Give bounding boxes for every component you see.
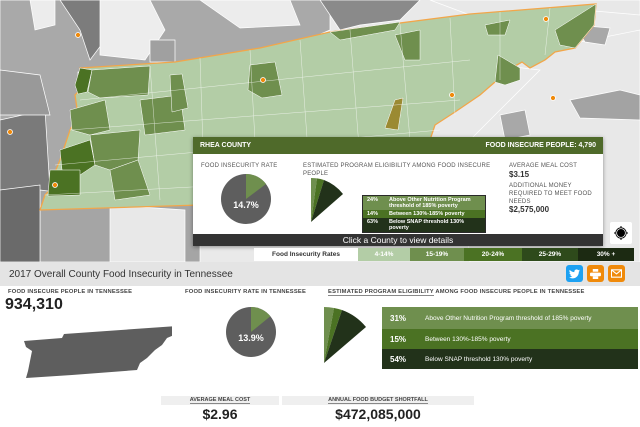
svg-text:14.7%: 14.7%	[233, 200, 259, 210]
state-people-label: FOOD INSECURE PEOPLE IN TENNESSEE	[8, 289, 133, 295]
print-button[interactable]	[587, 265, 604, 282]
county-additional: $2,575,000	[509, 205, 550, 214]
county-meal-cost: $3.15	[509, 170, 530, 179]
county-meal-cost-label: AVERAGE MEAL COST	[509, 163, 578, 169]
state-rate-pie: 13.9%	[226, 307, 276, 357]
twitter-button[interactable]	[566, 265, 583, 282]
eligibility-row: 54% Below SNAP threshold 130% poverty	[382, 349, 638, 369]
county-name: RHEA COUNTY	[200, 142, 252, 149]
state-eligibility-pie	[324, 307, 366, 363]
state-shortfall-label: ANNUAL FOOD BUDGET SHORTFALL	[282, 396, 474, 405]
legend-item: 4-14%	[358, 248, 410, 261]
svg-text:13.9%: 13.9%	[238, 333, 264, 343]
tennessee-shape	[24, 326, 172, 378]
print-icon	[590, 268, 601, 279]
legend-item: 20-24%	[464, 248, 522, 261]
popup-footer: Click a County to view details	[193, 234, 603, 246]
state-people-value: 934,310	[5, 296, 63, 313]
county-people: FOOD INSECURE PEOPLE: 4,790	[485, 142, 596, 149]
county-eligibility-pie	[311, 178, 343, 222]
county-additional-label: ADDITIONAL MONEY REQUIRED TO MEET FOOD N…	[509, 183, 592, 205]
county-eligibility-table: 24% Above Other Nutrition Program thresho…	[362, 195, 486, 233]
crosshair-icon	[614, 226, 628, 240]
state-rate-label: FOOD INSECURITY RATE IN TENNESSEE	[185, 289, 307, 295]
state-meal-cost-value: $2.96	[202, 406, 238, 422]
legend-item: 25-29%	[522, 248, 578, 261]
legend-title: Food Insecurity Rates	[254, 248, 358, 261]
state-shortfall-value: $472,085,000	[335, 406, 421, 422]
state-meal-cost-label: AVERAGE MEAL COST	[161, 396, 279, 405]
county-popup: RHEA COUNTY FOOD INSECURE PEOPLE: 4,790 …	[193, 137, 603, 246]
eligibility-row: 15% Between 130%-185% poverty	[382, 329, 638, 349]
state-eligibility-table: 31% Above Other Nutrition Program thresho…	[382, 307, 638, 369]
page-title: 2017 Overall County Food Insecurity in T…	[0, 262, 640, 286]
legend-item: 30% +	[578, 248, 634, 261]
legend: Food Insecurity Rates 4-14% 15-19% 20-24…	[254, 248, 634, 261]
county-rate-pie: 14.7%	[221, 174, 271, 224]
email-button[interactable]	[608, 265, 625, 282]
eligibility-row: 31% Above Other Nutrition Program thresho…	[382, 307, 638, 329]
email-icon	[611, 269, 622, 278]
county-map[interactable]	[0, 0, 640, 262]
legend-item: 15-19%	[410, 248, 464, 261]
state-eligibility-label: ESTIMATED PROGRAM ELIGIBILITY AMONG FOOD…	[328, 289, 585, 296]
popup-header: RHEA COUNTY FOOD INSECURE PEOPLE: 4,790	[193, 137, 603, 154]
county-rate-label: FOOD INSECURITY RATE	[201, 163, 278, 169]
eligibility-row: 24% Above Other Nutrition Program thresho…	[363, 196, 485, 210]
eligibility-row: 14% Between 130%-185% poverty	[363, 210, 485, 218]
twitter-icon	[569, 268, 580, 278]
eligibility-row: 63% Below SNAP threshold 130% poverty	[363, 218, 485, 232]
locate-button[interactable]	[610, 222, 632, 244]
county-eligibility-label: ESTIMATED PROGRAM ELIGIBILITY AMONG FOOD…	[303, 163, 491, 177]
